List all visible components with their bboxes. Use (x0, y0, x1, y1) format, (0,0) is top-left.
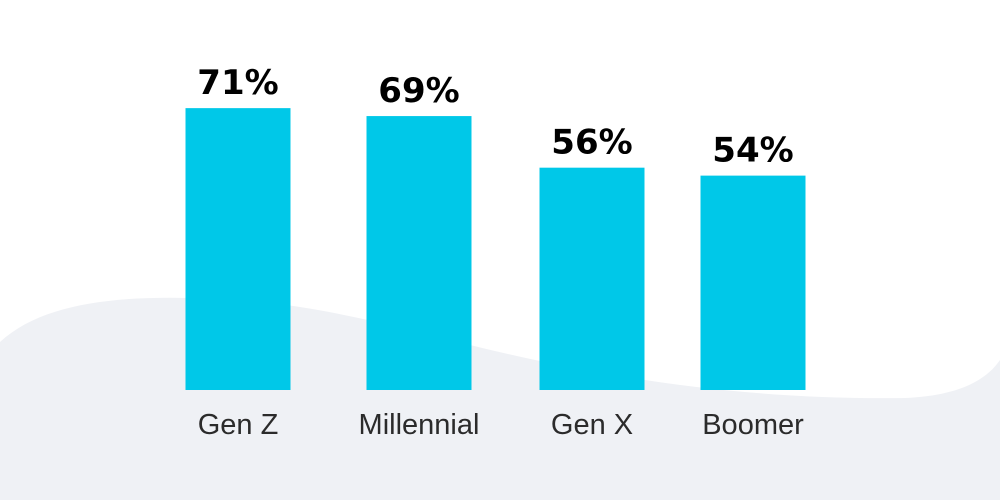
bar-gen-x (539, 167, 645, 390)
value-labels-layer: 71% 69% 56% 54% (197, 63, 793, 170)
data-label: 56% (551, 123, 632, 163)
category-label: Boomer (702, 409, 804, 441)
category-label: Millennial (359, 409, 480, 441)
background-wave (0, 297, 1000, 500)
data-label: 54% (712, 131, 793, 171)
data-label: 71% (197, 63, 278, 103)
bar-millennial (366, 116, 472, 390)
category-label: Gen Z (198, 409, 279, 441)
bar-gen-z (185, 108, 291, 390)
data-label: 69% (378, 71, 459, 111)
category-labels-layer: Gen Z Millennial Gen X Boomer (198, 409, 804, 441)
category-label: Gen X (551, 409, 633, 441)
bars-layer (185, 108, 806, 390)
bar-boomer (700, 175, 806, 390)
